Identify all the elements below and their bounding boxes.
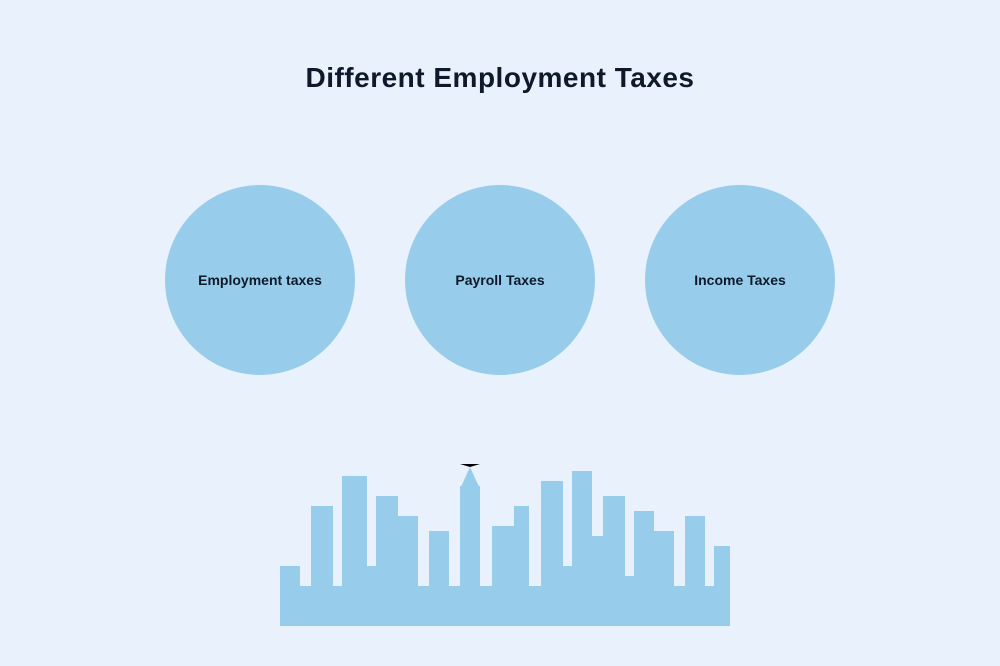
skyline-bar xyxy=(634,511,654,626)
tax-circle-1: Payroll Taxes xyxy=(405,185,595,375)
tax-circle-label: Income Taxes xyxy=(694,272,786,288)
skyline-bar xyxy=(333,586,342,626)
tax-circle-0: Employment taxes xyxy=(165,185,355,375)
skyline-bar xyxy=(654,531,674,626)
tax-circle-2: Income Taxes xyxy=(645,185,835,375)
page-title: Different Employment Taxes xyxy=(0,62,1000,94)
tax-circle-label: Employment taxes xyxy=(198,272,322,288)
skyline-bar xyxy=(280,566,300,626)
skyline-bar xyxy=(705,586,714,626)
skyline-bar xyxy=(563,566,572,626)
skyline-bar xyxy=(398,516,418,626)
skyline-bar xyxy=(367,566,376,626)
skyline-bar xyxy=(514,506,530,626)
skyline-bar xyxy=(625,576,634,626)
skyline-spire xyxy=(460,464,480,489)
skyline-bar xyxy=(714,546,730,626)
skyline-bar xyxy=(449,586,460,626)
skyline-icon xyxy=(280,471,730,626)
circle-row: Employment taxes Payroll Taxes Income Taxe… xyxy=(0,185,1000,375)
skyline-bar xyxy=(460,486,480,626)
skyline-bar xyxy=(492,526,514,626)
infographic-canvas: Different Employment Taxes Employment ta… xyxy=(0,0,1000,666)
skyline-bar xyxy=(300,586,311,626)
skyline-bar xyxy=(603,496,625,626)
skyline-bar xyxy=(480,586,491,626)
skyline-bars xyxy=(280,471,730,626)
skyline-bar xyxy=(342,476,367,626)
skyline-bar xyxy=(674,586,685,626)
skyline-bar xyxy=(418,586,429,626)
skyline-bar xyxy=(429,531,449,626)
skyline-bar xyxy=(376,496,398,626)
skyline-bar xyxy=(685,516,705,626)
skyline-bar xyxy=(541,481,563,626)
skyline-bar xyxy=(529,586,540,626)
skyline-bar xyxy=(592,536,603,626)
tax-circle-label: Payroll Taxes xyxy=(455,272,544,288)
skyline-bar xyxy=(572,471,592,626)
skyline-bar xyxy=(311,506,333,626)
